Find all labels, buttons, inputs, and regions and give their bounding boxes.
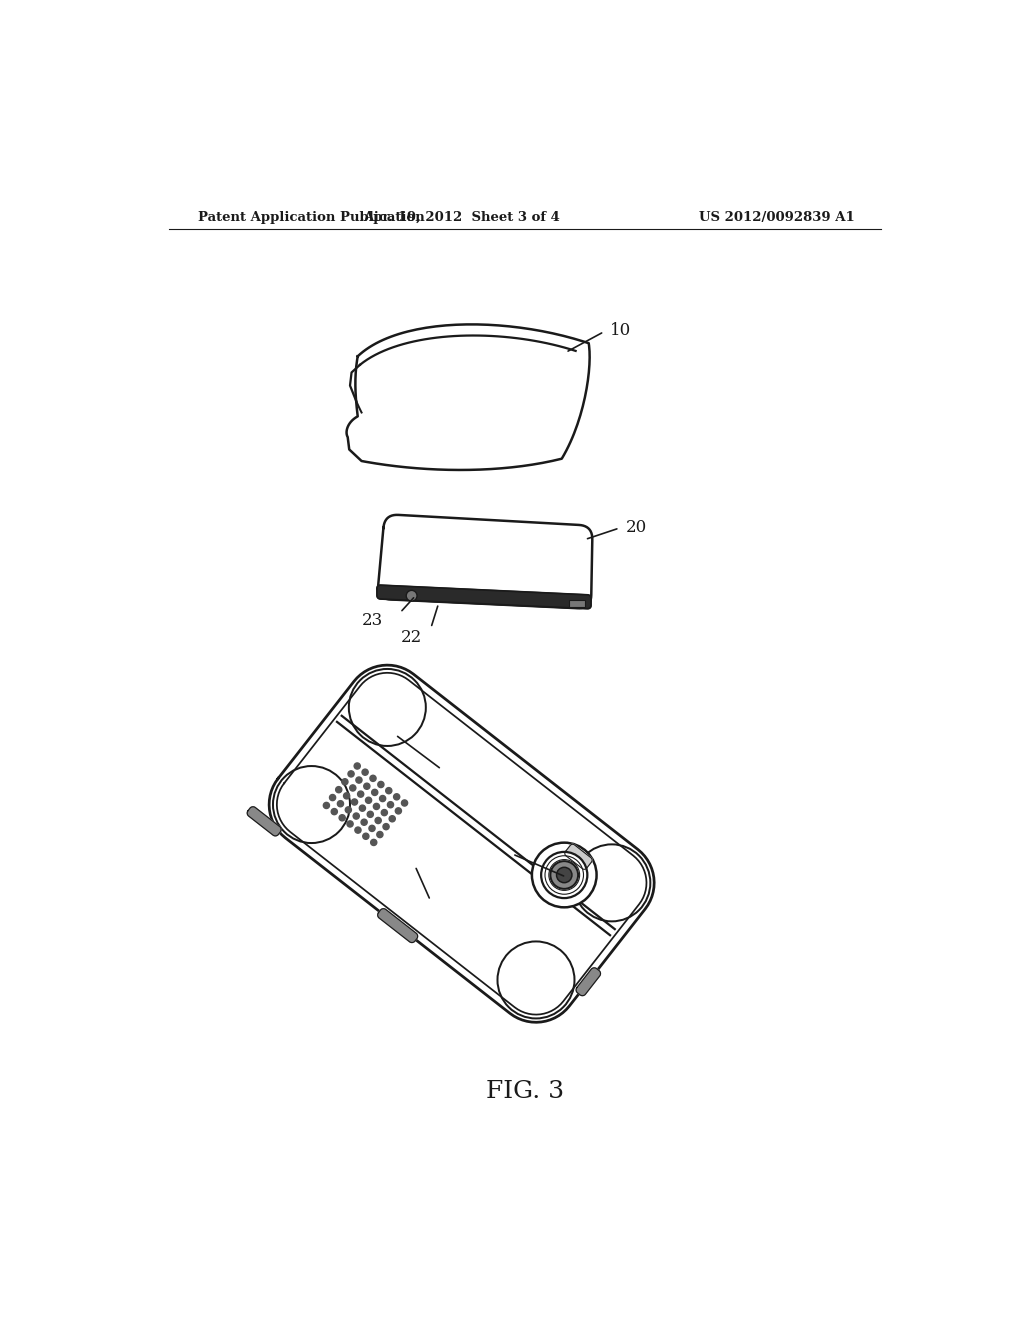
Text: Patent Application Publication: Patent Application Publication — [199, 211, 425, 224]
Polygon shape — [346, 325, 590, 470]
Circle shape — [354, 763, 360, 770]
Circle shape — [339, 814, 345, 821]
Circle shape — [372, 789, 378, 796]
Polygon shape — [247, 807, 282, 836]
Circle shape — [362, 770, 369, 775]
Circle shape — [541, 851, 588, 898]
Text: 31: 31 — [572, 873, 594, 890]
Circle shape — [355, 828, 361, 833]
Circle shape — [369, 825, 375, 832]
Circle shape — [357, 791, 364, 797]
Circle shape — [395, 808, 401, 814]
Text: 20: 20 — [626, 520, 647, 536]
Circle shape — [350, 785, 356, 791]
Text: 30: 30 — [432, 898, 454, 915]
Circle shape — [348, 771, 354, 777]
Circle shape — [378, 781, 384, 788]
Circle shape — [342, 779, 348, 785]
Text: US 2012/0092839 A1: US 2012/0092839 A1 — [698, 211, 854, 224]
Circle shape — [362, 833, 369, 840]
Circle shape — [393, 793, 399, 800]
Circle shape — [353, 813, 359, 820]
Circle shape — [550, 861, 579, 888]
Circle shape — [324, 803, 330, 809]
Circle shape — [368, 812, 374, 817]
Circle shape — [375, 817, 381, 824]
Circle shape — [331, 809, 337, 814]
Circle shape — [386, 788, 392, 793]
Polygon shape — [377, 585, 591, 609]
Polygon shape — [269, 665, 654, 1022]
Text: 40: 40 — [367, 722, 388, 739]
Circle shape — [556, 867, 572, 883]
Circle shape — [345, 807, 351, 813]
Bar — [569, 599, 585, 607]
Circle shape — [359, 805, 366, 812]
Circle shape — [366, 797, 372, 804]
Circle shape — [407, 590, 417, 601]
Circle shape — [383, 824, 389, 830]
Circle shape — [343, 793, 350, 799]
Text: 10: 10 — [610, 322, 632, 339]
Circle shape — [347, 821, 353, 828]
Circle shape — [370, 775, 376, 781]
Circle shape — [356, 777, 362, 783]
Polygon shape — [378, 515, 592, 609]
Circle shape — [531, 842, 597, 907]
Polygon shape — [577, 968, 600, 995]
Circle shape — [361, 820, 368, 825]
Circle shape — [330, 795, 336, 801]
Text: FIG. 3: FIG. 3 — [485, 1080, 564, 1104]
Circle shape — [351, 799, 357, 805]
Circle shape — [336, 787, 342, 793]
Circle shape — [380, 796, 386, 801]
Circle shape — [387, 801, 393, 808]
Circle shape — [389, 816, 395, 822]
Circle shape — [377, 832, 383, 838]
Circle shape — [337, 801, 343, 807]
Text: 23: 23 — [361, 612, 383, 628]
Circle shape — [374, 804, 380, 809]
Circle shape — [381, 809, 387, 816]
Circle shape — [401, 800, 408, 807]
Polygon shape — [565, 845, 592, 870]
Text: 22: 22 — [400, 628, 422, 645]
Circle shape — [371, 840, 377, 846]
Polygon shape — [378, 908, 418, 942]
Text: Apr. 19, 2012  Sheet 3 of 4: Apr. 19, 2012 Sheet 3 of 4 — [364, 211, 560, 224]
Circle shape — [364, 783, 370, 789]
